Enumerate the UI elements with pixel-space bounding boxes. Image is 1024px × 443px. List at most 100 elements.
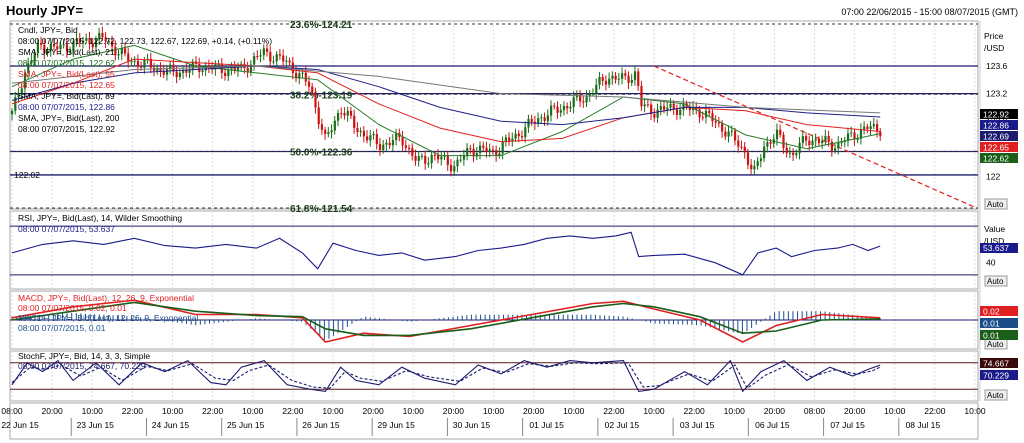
candle-body: [375, 134, 378, 145]
candle-body: [466, 148, 469, 156]
time-tick-label: 22:00: [603, 406, 625, 416]
candle-body: [17, 94, 20, 98]
candle-body: [314, 92, 317, 108]
stoch-tag-label: 70.229: [983, 371, 1009, 381]
date-tick-label: 25 Jun 15: [227, 420, 265, 430]
candle-body: [159, 67, 162, 71]
candle-body: [721, 123, 724, 132]
candle-body: [682, 103, 685, 110]
candle-body: [572, 97, 575, 107]
time-tick-label: 10:00: [162, 406, 184, 416]
candle-body: [182, 69, 185, 73]
legend-entry: 08:00 07/07/2015, 122.92: [18, 124, 115, 134]
candle-body: [275, 54, 278, 62]
level-label: 122.02: [14, 170, 40, 180]
candle-body: [482, 145, 485, 148]
candle-body: [708, 110, 711, 114]
rsi-tag-label: 53.637: [983, 243, 1009, 253]
candle-body: [711, 113, 714, 122]
candle-body: [814, 139, 817, 141]
candle-body: [714, 121, 717, 123]
candle-body: [733, 130, 737, 141]
legend-entry: SMA, JPY=, Bid(Last), 200: [18, 113, 120, 123]
candle-body: [114, 46, 117, 56]
candle-body: [272, 61, 275, 63]
candle-body: [104, 37, 107, 42]
candle-body: [288, 60, 291, 63]
candle-body: [488, 149, 491, 152]
auto-scale-button[interactable]: Auto: [984, 275, 1008, 287]
candle-body: [185, 69, 188, 73]
candle-body: [498, 153, 501, 156]
candle-body: [769, 142, 772, 144]
candle-body: [169, 64, 172, 70]
date-range: 07:00 22/06/2015 - 15:00 08/07/2015 (GMT…: [841, 7, 1018, 17]
time-tick-label: 10:00: [322, 406, 344, 416]
candle-body: [630, 79, 633, 83]
auto-scale-button[interactable]: Auto: [984, 198, 1008, 210]
candle-body: [336, 113, 340, 121]
macd-tag-label: 0.02: [983, 307, 1000, 317]
candle-body: [750, 164, 753, 170]
time-tick-label: 22:00: [122, 406, 144, 416]
candle-body: [501, 141, 504, 154]
candle-body: [201, 70, 204, 73]
candle-body: [704, 110, 708, 118]
candle-body: [808, 140, 811, 146]
candle-body: [585, 95, 588, 103]
time-tick-label: 10:00: [884, 406, 906, 416]
candle-body: [653, 114, 656, 118]
candle-body: [740, 146, 743, 148]
candle-body: [701, 117, 704, 119]
candle-body: [262, 48, 265, 56]
rsi-tick-label: 40: [986, 258, 996, 268]
candle-body: [236, 67, 240, 71]
candle-body: [30, 60, 33, 64]
auto-button-label: Auto: [987, 200, 1004, 209]
candle-body: [20, 88, 23, 95]
candle-body: [88, 37, 91, 44]
candle-body: [349, 110, 353, 116]
candle-body: [611, 75, 614, 79]
date-tick-label: 22 Jun 15: [1, 420, 39, 430]
date-tick-label: 02 Jul 15: [605, 420, 640, 430]
legend-entry: 08:00 07/07/2015, 74.667, 70.229: [18, 361, 146, 371]
legend-entry: 08:00 07/07/2015, 122.65: [18, 80, 115, 90]
candle-body: [143, 59, 146, 68]
candle-body: [724, 131, 727, 137]
candle-body: [59, 44, 62, 50]
time-tick-label: 22:00: [683, 406, 705, 416]
legend-entry: 08:00 07/07/2015, 122.72, 122.73, 122.67…: [18, 36, 272, 46]
price-axis-title: Price: [984, 31, 1004, 41]
candle-body: [43, 44, 46, 54]
price-tick-label: 123.6: [986, 61, 1008, 71]
macd-signal-line: [11, 301, 881, 337]
legend-entry: Cndl, JPY=, Bid: [18, 25, 78, 35]
fib-label: 38.2%-123.19: [290, 90, 353, 101]
auto-scale-button[interactable]: Auto: [984, 338, 1008, 350]
candle-body: [517, 133, 520, 137]
sma-89-line: [11, 65, 881, 126]
candle-body: [259, 55, 262, 57]
candle-body: [746, 152, 750, 165]
candle-body: [459, 159, 462, 161]
stoch-tag: [980, 370, 1018, 380]
candle-body: [604, 80, 608, 85]
candle-body: [240, 63, 243, 68]
candle-body: [156, 67, 159, 71]
candle-body: [775, 129, 779, 140]
macd-tag: [980, 330, 1018, 340]
candle-body: [295, 72, 298, 79]
candle-body: [730, 130, 733, 132]
fib-label: 23.6%-124.21: [290, 20, 353, 31]
stoch-tag: [980, 358, 1018, 368]
candle-body: [827, 135, 830, 142]
time-tick-label: 08:00: [804, 406, 826, 416]
candle-body: [456, 159, 459, 167]
auto-scale-button[interactable]: Auto: [984, 389, 1008, 401]
candle-body: [249, 64, 253, 73]
candle-body: [117, 54, 120, 56]
candle-body: [343, 113, 346, 116]
date-tick-label: 06 Jul 15: [755, 420, 790, 430]
